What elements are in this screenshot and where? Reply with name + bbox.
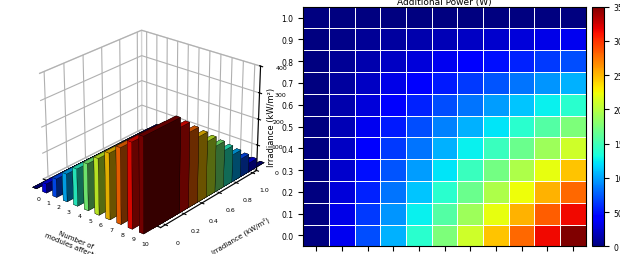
- X-axis label: Number of
modules affected: Number of modules affected: [43, 225, 105, 254]
- Y-axis label: Irradiance (kW/m²): Irradiance (kW/m²): [210, 215, 271, 254]
- Title: Additional Power (W): Additional Power (W): [397, 0, 492, 7]
- Y-axis label: Irradiance (kW/m²): Irradiance (kW/m²): [267, 88, 276, 166]
